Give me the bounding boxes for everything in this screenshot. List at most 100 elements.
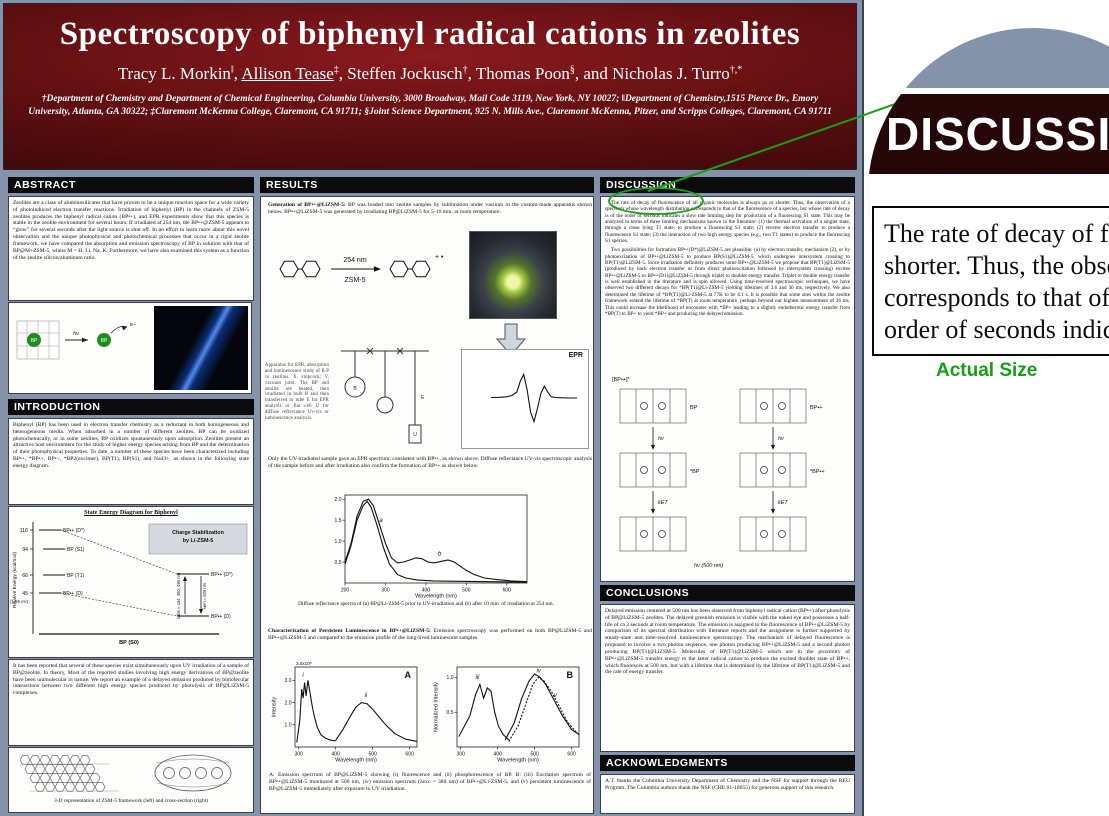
benzene-ring-icon (389, 260, 409, 278)
svg-text:Intensity: Intensity (272, 697, 278, 718)
svg-text:500: 500 (462, 588, 471, 594)
svg-text:U: U (413, 432, 417, 438)
poster-header: Spectroscopy of biphenyl radical cations… (3, 3, 857, 170)
arrow-head-icon (183, 576, 187, 581)
svg-text:BP (S1): BP (S1) (67, 547, 85, 553)
section-bar-acknowledgments: ACKNOWLEDGMENTS (600, 755, 855, 771)
magnified-line: order of seconds indicat (884, 315, 1109, 344)
epr-label: EPR (568, 352, 583, 359)
svg-text:BP: BP (101, 338, 108, 344)
benzene-ring-icon (279, 260, 299, 278)
svg-text:400: 400 (493, 752, 502, 758)
svg-text:kET: kET (658, 500, 668, 506)
conclusions-text: Delayed emission centered at 500 nm has … (605, 608, 850, 676)
svg-text:500: 500 (368, 752, 377, 758)
chart-svg: 300 400 500 600 0.5 1.0 Wavelength (nm) Normali… (434, 666, 580, 764)
poster-title: Spectroscopy of biphenyl radical cations… (59, 16, 801, 52)
energy-diagram: 116 94 66 45 (1.96 eV) Relative Energy (… (10, 522, 248, 646)
arrow-head-icon (771, 509, 775, 514)
author: Tracy L. Morkin‖, (117, 64, 242, 83)
framework-figures (9, 748, 253, 798)
apparatus-drawing: B E U (341, 347, 429, 444)
biphenyl-reaction-scheme: 254 nm ZSM-5 + • (279, 254, 444, 284)
author: Allison Tease‡, (241, 64, 348, 83)
magnified-text-panel: The rate of decay of fluorescen shorter.… (872, 206, 1109, 356)
svg-text:by Li-ZSM-5: by Li-ZSM-5 (183, 538, 214, 544)
svg-text:116: 116 (20, 528, 28, 534)
magnified-section-header: DISCUSSION (868, 94, 1109, 174)
svg-text:1.5: 1.5 (335, 518, 342, 524)
apparatus-caption: Apparatus for EPR, absorption and lumine… (265, 363, 329, 421)
bp-cation-icon (97, 333, 111, 347)
chart-svg: 200 300 400 500 600 0.5 1.0 1.5 2.0 Wavelength (n… (335, 494, 528, 600)
down-arrow-icon (495, 323, 527, 356)
svg-text:BP•+ (D*): BP•+ (D*) (63, 528, 85, 534)
reported-box: It has been reported that several of the… (8, 659, 254, 746)
svg-text:*BP: *BP (690, 469, 700, 475)
author: and Nicholas J. Turro†,* (583, 64, 743, 83)
svg-text:λabs = 434, 460, 490 nm: λabs = 434, 460, 490 nm (176, 572, 181, 619)
svg-text:BP: BP (31, 338, 38, 344)
svg-text:a: a (379, 518, 383, 524)
svg-text:BP•+: BP•+ (810, 405, 822, 411)
poster: Spectroscopy of biphenyl radical cations… (0, 0, 864, 816)
zsm5-framework-3d (19, 755, 119, 792)
author: Steffen Jockusch†, (347, 64, 476, 83)
uvvis-chart: 200 300 400 500 600 0.5 1.0 1.5 2.0 Wavelength (n… (319, 487, 533, 600)
actual-size-label: Actual Size (936, 360, 1038, 381)
discussion-text: The rate of decay of fluorescence of all… (605, 200, 850, 317)
arrow-head-icon (651, 445, 655, 450)
arrow-head-icon (121, 326, 127, 331)
svg-text:0.5: 0.5 (335, 560, 342, 566)
framework-box: 3-D representation of ZSM-5 framework (l… (8, 747, 254, 813)
svg-text:300: 300 (381, 588, 390, 594)
svg-text:BP•+ (D*): BP•+ (D*) (211, 572, 233, 578)
svg-text:600: 600 (405, 752, 414, 758)
svg-text:E: E (421, 395, 425, 401)
introduction-text: Biphenyl (BP) has been used in electron … (13, 422, 249, 469)
author: Thomas Poon§, (475, 64, 584, 83)
svg-text:Normalized Intensity: Normalized Intensity (434, 682, 440, 732)
svg-text:BP (S0): BP (S0) (119, 640, 139, 646)
svg-text:1.0: 1.0 (335, 539, 342, 545)
magnified-box-edge (868, 88, 1109, 94)
svg-text:Wavelength (nm): Wavelength (nm) (497, 758, 539, 764)
conclusions-box: Delayed emission centered at 500 nm has … (600, 604, 855, 752)
energy-diagram-box: State Energy Diagram for Biphenyl 116 94… (8, 506, 254, 658)
svg-text:BP•+ (D): BP•+ (D) (211, 614, 231, 620)
svg-text:1.0: 1.0 (285, 723, 292, 729)
svg-text:400: 400 (331, 752, 340, 758)
uvvis-caption: Diffuse reflectance spectra of (a) BP@Li… (298, 601, 554, 607)
abstract-box: Zeolites are a class of aluminosilicates… (8, 196, 254, 301)
svg-text:300: 300 (295, 752, 304, 758)
section-bar-discussion: DISCUSSION (600, 177, 855, 193)
benzene-ring-icon (301, 260, 321, 278)
abstract-text: Zeolites are a class of aluminosilicates… (13, 200, 249, 261)
svg-text:λem ≈ 500 nm: λem ≈ 500 nm (202, 582, 207, 609)
reported-text: It has been reported that several of the… (13, 663, 249, 697)
svg-text:2.0: 2.0 (335, 497, 342, 503)
zsm5-cross-section (154, 754, 232, 792)
arrow-head-icon (82, 337, 88, 343)
svg-text:A: A (405, 670, 412, 680)
characterization-text: Characterization of Persistent Luminesce… (268, 628, 592, 641)
svg-text:500: 500 (530, 752, 539, 758)
glow-photo (154, 306, 248, 390)
benzene-ring-icon (411, 260, 431, 278)
svg-text:600: 600 (567, 752, 576, 758)
svg-text:ii: ii (365, 693, 368, 699)
svg-text:hν: hν (778, 436, 784, 442)
svg-text:66: 66 (22, 573, 28, 579)
svg-text:kET: kET (778, 500, 788, 506)
svg-text:ZSM-5: ZSM-5 (345, 277, 366, 284)
uv-text: Only the UV-irradiated sample gave an EP… (268, 456, 592, 469)
svg-text:B: B (353, 386, 357, 392)
svg-text:b: b (438, 551, 442, 557)
emission-chart-b: 300 400 500 600 0.5 1.0 Wavelength (nm) Normali… (431, 659, 585, 764)
introduction-box: Biphenyl (BP) has been used in electron … (8, 418, 254, 505)
svg-text:e−: e− (130, 322, 136, 328)
svg-text:0.5: 0.5 (447, 710, 454, 716)
svg-text:i: i (302, 673, 304, 679)
emission-chart-a: 300 400 500 600 1.0 2.0 3.0 Wavelength (nm) Inte… (269, 659, 423, 764)
